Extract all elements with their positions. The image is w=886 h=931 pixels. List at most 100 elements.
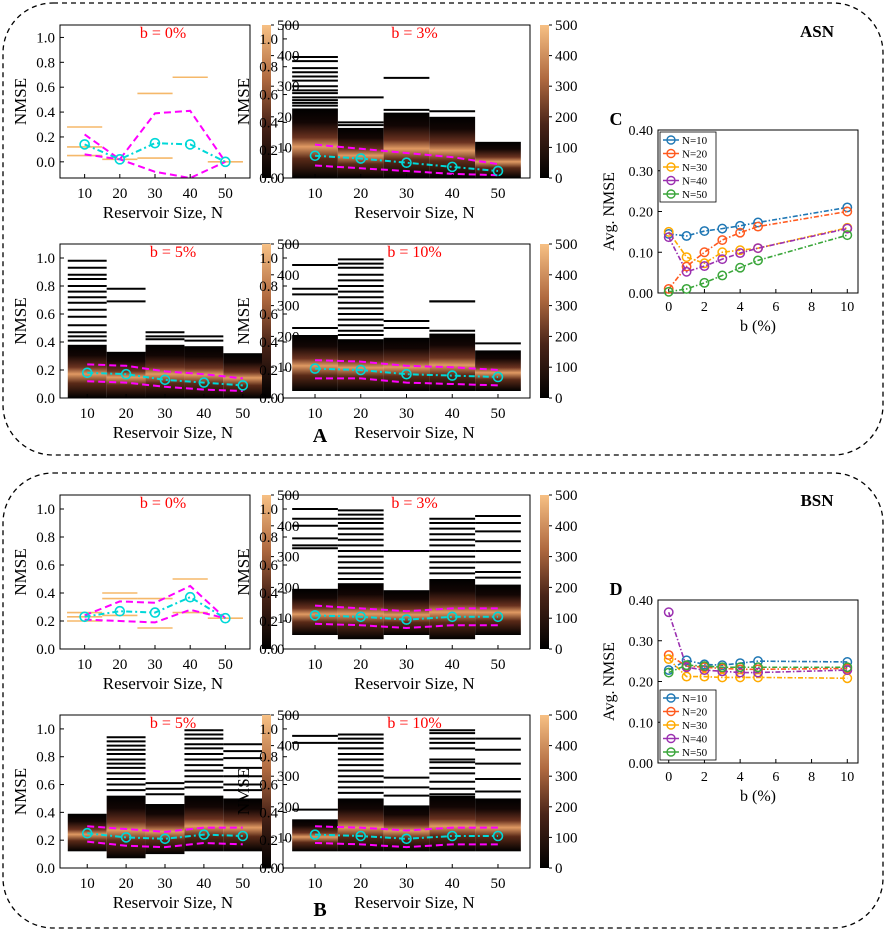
series-point [681,266,692,277]
y-tick-label: 0.6 [36,80,55,96]
y-axis-label: NMSE [11,768,30,815]
series-point [735,672,746,683]
series-point [842,206,853,217]
series-point [681,660,692,671]
y-tick-label: 0.4 [36,105,55,121]
series-point [753,667,763,678]
x-tick-label: 40 [196,876,211,892]
y-axis-label: NMSE [234,548,253,595]
group-label-asn: ASN [800,22,835,41]
legend: N=10 N=20N=30 N=40N=50 [659,131,717,203]
series-point [735,667,746,678]
mean-point-50 [237,380,249,391]
colorbar-gradient [540,715,549,868]
heat-block-40 [429,795,476,852]
x-tick-label: 40 [445,186,460,202]
panels: 0.0 0.2 0.4 0.6 0.8 1.0 10 20 30 40 50 Reservoir Si… [11,18,859,912]
x-tick-label: 8 [808,770,815,785]
y-tick-label: 0.6 [259,307,278,323]
y-tick-label: 0.6 [259,558,278,574]
mean-point-20 [120,368,132,380]
x-tick-label: 50 [490,657,505,673]
series-N=40 [663,223,853,277]
y-tick-label: 0.0 [259,642,278,658]
band-lower-line [87,380,243,392]
x-tick-label: 10 [840,770,854,785]
y-tick-label: 0.4 [259,805,278,821]
series-point [681,231,692,241]
legend-entry: N=50 [682,747,708,759]
y-tick-label: 0.8 [36,279,55,295]
mean-point-20 [120,832,132,843]
x-axis-label: Reservoir Size, N [354,893,474,912]
colorbar-tick-label: 0 [555,391,563,407]
colorbar-tick-label: 400 [555,268,578,284]
heat-block-20 [337,583,384,640]
series-line [668,234,848,293]
y-tick-label: 0.8 [36,750,55,766]
mean-point-20 [355,153,367,164]
y-axis-label: NMSE [11,78,30,125]
colorbar-gradient [540,25,549,178]
colorbar-tick-label: 100 [555,611,578,627]
series-line [668,664,848,674]
series-point [735,245,746,256]
x-axis-label: b (%) [740,788,776,805]
series-point [753,217,763,228]
series-point [663,654,674,665]
x-tick-label: 20 [353,406,368,422]
x-tick-label: 50 [490,186,505,202]
y-tick-label: 0.20 [629,676,654,691]
series-point [842,673,853,684]
mean-point-40 [184,139,196,150]
panel-title: b = 5% [150,715,196,732]
mean-point-40 [184,591,196,603]
y-tick-label: 0.6 [36,307,55,323]
y-tick-label: 0.8 [36,55,55,71]
y-tick-label: 1.0 [259,502,278,518]
band-lower-line [314,164,499,177]
x-tick-label: 8 [808,300,815,315]
series-point [753,662,763,673]
series-point [663,226,674,237]
series-line [668,654,848,671]
heat-block-40 [429,116,476,178]
y-tick-label: 0.2 [36,363,55,379]
legend-swatch-marker [666,693,676,703]
mean-line [314,614,498,621]
y-tick-label: 0.8 [36,530,55,546]
y-tick-label: 0.4 [36,335,55,351]
mean-point-40 [446,830,458,842]
mean-point-40 [446,611,458,623]
mean-line [314,154,499,173]
plot-area [292,508,521,640]
x-tick-label: 30 [399,186,414,202]
mean-point-20 [355,611,367,623]
series-point [735,220,746,231]
mean-point-50 [492,371,504,383]
mean-point-50 [237,830,249,842]
plot-area [67,76,243,178]
heat-block-10 [292,335,338,391]
mean-point-10 [81,827,93,839]
y-tick-label: 0.00 [629,287,654,302]
x-tick-label: 30 [148,186,163,202]
x-tick-label: 20 [119,876,134,892]
series-point [753,221,763,232]
panel-title: b = 3% [391,25,437,42]
band-upper-line [87,825,243,833]
band-upper-line [314,604,498,613]
y-tick-label: 0.10 [629,716,654,731]
legend-entry: N=30 [682,720,708,732]
x-tick-label: 20 [353,657,368,673]
y-tick-label: 0.6 [36,558,55,574]
legend-entry: N=20 [682,707,708,719]
y-tick-label: 0.6 [259,778,278,794]
y-tick-label: 0.2 [36,130,55,146]
band-lower-line [84,608,226,624]
x-axis-label: Reservoir Size, N [354,674,474,693]
series-point [735,658,746,669]
colorbar-tick-label: 300 [555,769,578,785]
colorbar-tick-label: 0 [555,171,563,187]
colorbar-tick-label: 500 [555,237,578,253]
